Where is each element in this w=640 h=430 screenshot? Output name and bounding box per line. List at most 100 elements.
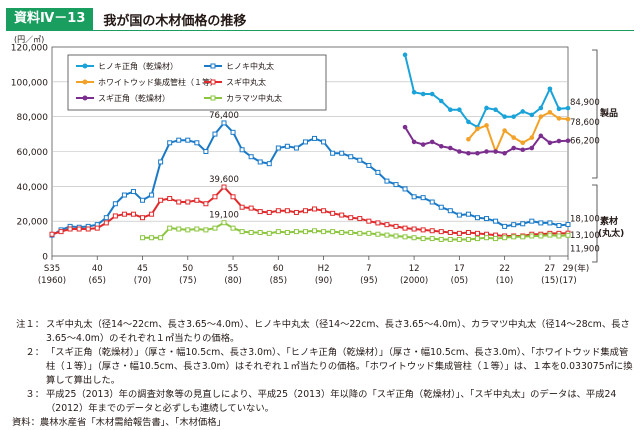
data-point	[212, 131, 218, 137]
note-3: ３： 平成25（2013）年の調査対象等の見直しにより、平成25（2013）年以降…	[6, 388, 634, 416]
data-point	[556, 233, 562, 239]
legend-box	[67, 54, 327, 111]
data-point	[475, 150, 480, 156]
source-note: 資料：農林水産省「木材需給報告書」、「木材価格」	[12, 417, 226, 428]
data-point	[321, 229, 327, 235]
data-point	[149, 235, 155, 241]
data-point	[466, 137, 471, 142]
data-point	[284, 229, 290, 235]
data-point	[194, 226, 200, 232]
data-point	[457, 107, 462, 112]
data-point	[556, 106, 562, 112]
data-point	[465, 211, 471, 217]
data-point	[447, 236, 453, 242]
data-point	[330, 229, 336, 235]
data-point	[529, 145, 535, 151]
data-point	[547, 110, 553, 115]
x-axis-unit: (年)	[574, 263, 589, 274]
x-tick-label: H2	[318, 264, 330, 274]
data-point	[511, 135, 516, 140]
end-value-label: 78,600	[570, 118, 600, 128]
data-point	[520, 147, 526, 153]
x-tick-label: 17	[454, 264, 465, 274]
data-point	[203, 201, 209, 207]
data-point	[511, 234, 517, 240]
data-point	[384, 178, 390, 184]
data-point	[103, 220, 109, 226]
data-point	[565, 116, 571, 122]
data-point	[475, 126, 480, 132]
data-point	[502, 128, 507, 133]
data-point	[420, 142, 426, 147]
x-tick-label: 27	[544, 264, 555, 274]
data-point	[375, 231, 381, 237]
data-point	[221, 220, 227, 226]
data-point	[511, 145, 516, 151]
data-point	[402, 225, 408, 231]
legend-swatch-marker	[82, 79, 88, 85]
data-point	[466, 119, 471, 125]
peak-label: 76,400	[209, 111, 239, 121]
data-point	[239, 204, 245, 210]
data-point	[465, 236, 471, 242]
data-point	[194, 197, 200, 203]
data-point	[429, 228, 435, 234]
peak-label: 19,100	[209, 211, 239, 221]
x-tick-sublabel: (15)	[541, 276, 558, 286]
data-point	[112, 201, 118, 207]
data-point	[248, 154, 254, 160]
end-value-label: 18,100	[570, 214, 600, 224]
data-point	[493, 218, 499, 224]
product-bracket	[592, 49, 598, 179]
x-tick-sublabel: (05)	[451, 276, 468, 286]
bracket-label-log: 素材	[600, 215, 618, 227]
legend-swatch-marker	[210, 79, 216, 85]
bracket-label-log-sub: (丸太)	[598, 227, 624, 239]
data-point	[239, 147, 245, 153]
data-point	[339, 229, 345, 235]
x-tick-sublabel: (70)	[134, 276, 151, 286]
figure-number-badge: 資料Ⅳ－13	[6, 8, 94, 30]
data-point	[167, 225, 173, 231]
data-point	[339, 212, 345, 218]
legend-swatch-marker	[82, 95, 88, 101]
data-point	[112, 213, 118, 219]
data-point	[429, 199, 435, 205]
data-point	[149, 192, 155, 198]
data-point	[529, 112, 535, 118]
data-point	[176, 137, 182, 143]
data-point	[330, 210, 336, 216]
data-point	[438, 229, 444, 235]
data-point	[420, 91, 426, 97]
data-point	[357, 230, 363, 236]
note-2: ２： 「スギ正角（乾燥材）」（厚さ・幅10.5cm、長さ3.0m）、「ヒノキ正角（…	[6, 346, 634, 388]
data-point	[257, 209, 263, 215]
note-label: ３：	[25, 389, 44, 400]
data-point	[493, 149, 498, 154]
x-tick-sublabel: (10)	[496, 276, 513, 286]
series-line	[51, 121, 569, 236]
data-point	[520, 221, 526, 227]
data-point	[130, 211, 136, 217]
y-tick-label: 20,000	[17, 218, 49, 228]
data-point	[547, 220, 553, 226]
data-point	[447, 229, 453, 235]
legend-swatch-marker	[210, 63, 216, 69]
data-point	[502, 114, 507, 119]
x-tick-sublabel: (90)	[315, 276, 332, 286]
data-point	[411, 194, 417, 200]
data-point	[185, 137, 191, 143]
data-point	[484, 123, 489, 128]
data-point	[402, 234, 408, 240]
data-point	[266, 161, 272, 167]
x-tick-sublabel: (17)	[559, 276, 576, 286]
data-point	[411, 235, 417, 241]
data-point	[447, 208, 453, 214]
data-point	[275, 145, 281, 151]
data-point	[176, 199, 182, 205]
note-text: 平成25（2013）年の調査対象等の見直しにより、平成25（2013）年以降の「…	[46, 389, 617, 414]
data-point	[248, 229, 254, 235]
data-point	[67, 226, 73, 232]
data-point	[140, 215, 146, 221]
data-point	[221, 120, 227, 126]
